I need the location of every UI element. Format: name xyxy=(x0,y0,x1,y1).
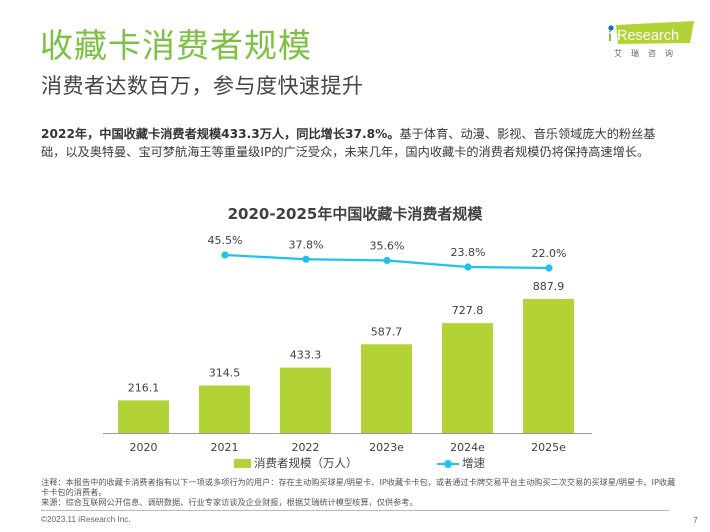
legend-line-label: 增速 xyxy=(462,456,485,470)
growth-value-label: 23.8% xyxy=(451,246,486,259)
growth-value-label: 35.6% xyxy=(370,239,405,252)
bar-2021 xyxy=(199,385,250,433)
x-tick-label: 2023e xyxy=(369,441,404,454)
footnotes: 注释：本报告中的收藏卡消费者指有以下一项或多项行为的用户：存在主动购买球星/明星… xyxy=(41,477,681,507)
page-subtitle: 消费者达数百万，参与度快速提升 xyxy=(41,74,364,98)
bar-value-label: 727.8 xyxy=(452,304,484,317)
growth-value-label: 22.0% xyxy=(532,247,567,260)
growth-point xyxy=(383,256,391,265)
summary-rest: 基于体育、动漫、影视、音乐领域庞大的粉丝基础，以及奥特曼、宝可梦航海王等重量级I… xyxy=(41,127,656,159)
page-title: 收藏卡消费者规模 xyxy=(40,26,312,65)
bar-2023e xyxy=(361,344,412,433)
x-tick-label: 2025e xyxy=(531,441,566,454)
footnote-source: 来源：综合互联网公开信息、调研数据、行业专家访谈及企业财报，根据艾瑞统计模型核算… xyxy=(41,497,418,507)
bar-value-label: 216.1 xyxy=(128,381,160,394)
summary-paragraph: 2022年，中国收藏卡消费者规模433.3万人，同比增长37.8%。基于体育、动… xyxy=(41,125,671,161)
bar-value-label: 587.7 xyxy=(371,325,403,338)
x-tick-label: 2024e xyxy=(450,441,485,454)
logo-research: Research xyxy=(617,28,679,44)
chart-title: 2020-2025年中国收藏卡消费者规模 xyxy=(227,205,483,223)
growth-value-label: 37.8% xyxy=(289,238,324,251)
growth-point xyxy=(464,263,472,271)
logo-brand-mark: i Research xyxy=(608,21,694,44)
summary-bold: 2022年，中国收藏卡消费者规模433.3万人，同比增长37.8%。 xyxy=(41,127,400,141)
iresearch-logo: i Research 艾瑞咨询 xyxy=(606,21,696,61)
bar-value-label: 314.5 xyxy=(209,367,241,380)
x-tick-label: 2020 xyxy=(130,441,158,454)
x-tick-label: 2021 xyxy=(211,441,239,454)
bar-2025e xyxy=(523,299,574,433)
legend-item-bar: 消费者规模（万人） xyxy=(234,455,358,471)
legend-line-swatch xyxy=(437,459,459,469)
page-number: 7 xyxy=(693,515,698,525)
logo-i: i xyxy=(608,28,612,44)
footer-divider xyxy=(41,510,669,511)
growth-point xyxy=(221,251,229,259)
footnote-note: 注释：本报告中的收藏卡消费者指有以下一项或多项行为的用户：存在主动购买球星/明星… xyxy=(41,477,676,497)
bar-value-label: 887.9 xyxy=(533,280,565,293)
bar-2020 xyxy=(118,400,169,433)
copyright: ©2023.11 iResearch Inc. xyxy=(41,515,131,524)
growth-point xyxy=(545,264,553,272)
logo-subtitle: 艾瑞咨询 xyxy=(614,49,682,58)
bar-value-label: 433.3 xyxy=(290,349,322,362)
logo-dot-icon xyxy=(608,25,614,31)
legend-bar-swatch xyxy=(234,459,251,468)
legend-item-line: 增速 xyxy=(437,455,485,471)
growth-point xyxy=(302,255,310,263)
bar-2024e xyxy=(442,323,493,433)
x-tick-label: 2022 xyxy=(292,441,320,454)
bar-2022 xyxy=(280,367,331,433)
legend-bar-label: 消费者规模（万人） xyxy=(254,456,358,470)
logo-green-banner xyxy=(616,21,694,44)
growth-value-label: 45.5% xyxy=(208,234,243,247)
